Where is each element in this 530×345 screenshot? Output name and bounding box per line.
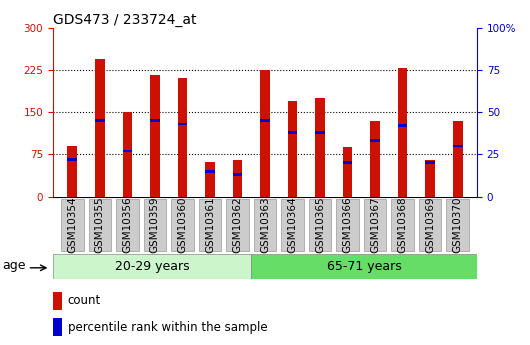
Text: GSM10365: GSM10365 [315,197,325,254]
Text: 20-29 years: 20-29 years [114,260,189,273]
Text: count: count [68,294,101,307]
Text: GSM10362: GSM10362 [233,197,242,254]
Bar [53,254,251,279]
Text: GSM10360: GSM10360 [178,197,188,253]
Text: GSM10359: GSM10359 [150,197,160,254]
FancyBboxPatch shape [309,199,331,251]
Text: GSM10354: GSM10354 [67,197,77,254]
Text: GSM10364: GSM10364 [288,197,297,254]
Bar [251,254,477,279]
Text: GSM10363: GSM10363 [260,197,270,254]
Bar [233,160,242,197]
Text: GSM10369: GSM10369 [425,197,435,254]
Text: GSM10367: GSM10367 [370,197,380,254]
FancyBboxPatch shape [226,199,249,251]
Bar [370,139,380,142]
Bar [315,131,325,134]
Bar [67,158,77,161]
Bar [178,78,187,197]
FancyBboxPatch shape [144,199,166,251]
Bar [53,318,63,336]
Text: 65-71 years: 65-71 years [326,260,401,273]
Bar [453,145,463,147]
FancyBboxPatch shape [89,199,111,251]
Bar [53,292,63,309]
Bar [288,101,297,197]
Bar [398,68,408,197]
Bar [343,161,352,164]
Bar [205,170,215,173]
Bar [150,119,160,122]
Bar [178,122,187,125]
Bar [426,161,435,164]
Bar [398,124,408,127]
Text: GDS473 / 233724_at: GDS473 / 233724_at [53,12,197,27]
FancyBboxPatch shape [337,199,359,251]
Text: GSM10356: GSM10356 [122,197,132,254]
Bar [95,119,104,122]
FancyBboxPatch shape [364,199,386,251]
Bar [122,150,132,152]
Bar [122,112,132,197]
FancyBboxPatch shape [116,199,139,251]
Bar [260,119,270,122]
Text: GSM10370: GSM10370 [453,197,463,253]
FancyBboxPatch shape [61,199,84,251]
Bar [370,120,380,197]
Text: percentile rank within the sample: percentile rank within the sample [68,321,268,334]
Text: GSM10368: GSM10368 [398,197,408,254]
Bar [67,146,77,197]
Bar [426,160,435,197]
FancyBboxPatch shape [391,199,414,251]
Bar [205,162,215,197]
Bar [233,173,242,176]
FancyBboxPatch shape [199,199,221,251]
Bar [260,70,270,197]
FancyBboxPatch shape [281,199,304,251]
FancyBboxPatch shape [171,199,193,251]
Bar [95,59,104,197]
Bar [453,120,463,197]
Bar [150,76,160,197]
Bar [315,98,325,197]
Text: GSM10361: GSM10361 [205,197,215,254]
FancyBboxPatch shape [254,199,276,251]
Text: age: age [3,259,26,272]
FancyBboxPatch shape [419,199,441,251]
FancyBboxPatch shape [446,199,469,251]
Text: GSM10355: GSM10355 [95,197,105,254]
Bar [288,131,297,134]
Bar [343,147,352,197]
Text: GSM10366: GSM10366 [342,197,352,254]
